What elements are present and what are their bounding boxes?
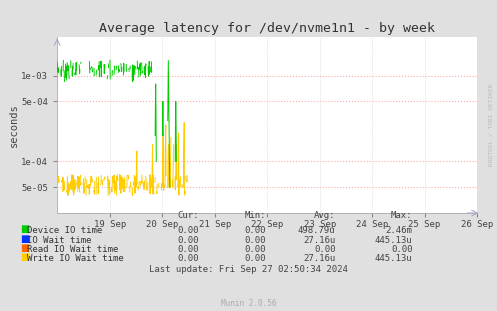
Text: 0.00: 0.00 [314, 245, 335, 254]
Text: 27.16u: 27.16u [303, 254, 335, 263]
Text: Read IO Wait time: Read IO Wait time [27, 245, 119, 254]
Text: Max:: Max: [391, 211, 413, 220]
Text: IO Wait time: IO Wait time [27, 236, 92, 244]
Title: Average latency for /dev/nvme1n1 - by week: Average latency for /dev/nvme1n1 - by we… [99, 22, 435, 35]
Y-axis label: seconds: seconds [8, 103, 18, 147]
Text: Write IO Wait time: Write IO Wait time [27, 254, 124, 263]
Text: 0.00: 0.00 [177, 226, 199, 235]
Text: Munin 2.0.56: Munin 2.0.56 [221, 299, 276, 308]
Text: 0.00: 0.00 [245, 226, 266, 235]
Text: 27.16u: 27.16u [303, 236, 335, 244]
Text: Device IO time: Device IO time [27, 226, 102, 235]
Text: 0.00: 0.00 [245, 245, 266, 254]
Text: 445.13u: 445.13u [375, 254, 413, 263]
Text: 0.00: 0.00 [391, 245, 413, 254]
Text: 2.46m: 2.46m [386, 226, 413, 235]
Text: ■: ■ [20, 234, 29, 244]
Text: Last update: Fri Sep 27 02:50:34 2024: Last update: Fri Sep 27 02:50:34 2024 [149, 265, 348, 273]
Text: ■: ■ [20, 243, 29, 253]
Text: 445.13u: 445.13u [375, 236, 413, 244]
Text: Avg:: Avg: [314, 211, 335, 220]
Text: 0.00: 0.00 [177, 245, 199, 254]
Text: Cur:: Cur: [177, 211, 199, 220]
Text: Min:: Min: [245, 211, 266, 220]
Text: ■: ■ [20, 224, 29, 234]
Text: 0.00: 0.00 [245, 254, 266, 263]
Text: 0.00: 0.00 [177, 236, 199, 244]
Text: RRDTOOL / TOBI OETIKER: RRDTOOL / TOBI OETIKER [489, 83, 494, 166]
Text: 0.00: 0.00 [245, 236, 266, 244]
Text: 0.00: 0.00 [177, 254, 199, 263]
Text: ■: ■ [20, 252, 29, 262]
Text: 498.79u: 498.79u [298, 226, 335, 235]
